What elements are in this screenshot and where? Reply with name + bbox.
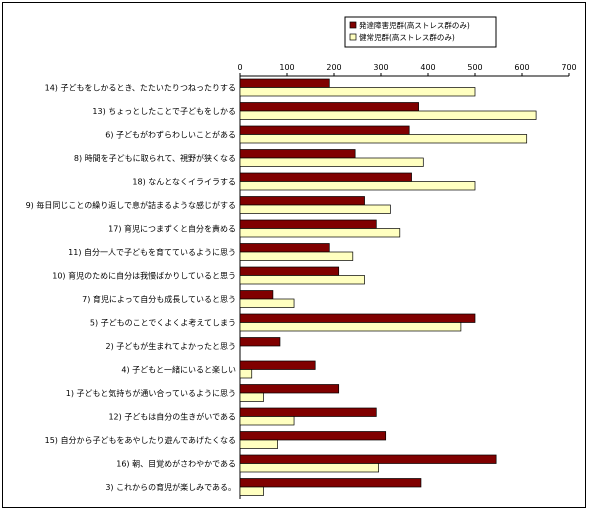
category-label-14: 1) 子どもと気持ちが通い合っているように思う [66, 388, 236, 398]
category-label-7: 17) 育児につまずくと自分を責める [108, 224, 236, 234]
category-label-15: 12) 子どもは自分の生きがいである [108, 412, 236, 422]
bars [239, 78, 537, 496]
bar-series-1-2 [239, 102, 419, 112]
category-label-17: 16) 朝、目覚めがさわやかである [116, 459, 236, 469]
bar-series-1-10 [239, 290, 274, 300]
category-label-18: 3) これからの育児が楽しみである。 [105, 482, 236, 492]
category-label-13: 4) 子どもと一緒にいると楽しい [121, 365, 236, 375]
legend-box [344, 16, 497, 48]
bar-series-2-6 [239, 204, 391, 214]
legend-label-2: 健常児群(高ストレス群のみ) [359, 32, 455, 42]
bar-series-1-6 [239, 196, 365, 206]
bar-series-2-1 [239, 87, 476, 97]
bar-series-1-18 [239, 478, 422, 488]
bar-series-1-8 [239, 243, 330, 253]
category-label-1: 14) 子どもをしかるとき、たたいたりつねったりする [45, 84, 236, 93]
legend-label-1: 発達障害児群(高ストレス群のみ) [359, 20, 470, 30]
bar-series-1-5 [239, 172, 412, 182]
category-label-11: 5) 子どものことでくよくよ考えてしまう [90, 319, 236, 328]
x-tick-label: 300 [373, 63, 388, 72]
bar-series-1-1 [239, 78, 330, 88]
category-label-8: 11) 自分一人で子どもを育てているように思う [68, 247, 236, 257]
legend-swatch-1 [349, 21, 357, 29]
bar-series-2-2 [239, 110, 537, 120]
category-label-5: 18) なんとなくイライラする [132, 178, 236, 187]
category-label-2: 13) ちょっとしたことで子どもをしかる [92, 107, 236, 116]
bar-series-2-13 [239, 369, 253, 379]
bar-series-2-9 [239, 275, 365, 285]
x-tick-label: 200 [326, 63, 341, 72]
x-tick-label: 100 [279, 63, 294, 72]
bar-series-1-7 [239, 219, 377, 229]
x-axis: 0 100 200 300 400 500 600 700 [237, 63, 577, 499]
category-label-9: 10) 育児のために自分は我慢ばかりしていると思う [52, 271, 236, 281]
bar-series-2-14 [239, 392, 264, 402]
category-label-16: 15) 自分から子どもをあやしたり遊んであげたくなる [45, 435, 236, 445]
bar-chart: 発達障害児群(高ストレス群のみ) 健常児群(高ストレス群のみ) 0 100 200 30… [26, 16, 577, 499]
x-tick-label: 700 [561, 63, 576, 72]
bar-series-2-5 [239, 181, 476, 191]
bar-series-2-18 [239, 486, 264, 496]
bar-series-1-14 [239, 384, 340, 394]
bar-series-2-4 [239, 157, 424, 167]
bar-series-1-15 [239, 407, 377, 417]
category-label-12: 2) 子どもが生まれてよかったと思う [105, 341, 236, 351]
category-label-6: 9) 毎日同じことの繰り返しで息が詰まるような感じがする [26, 200, 236, 210]
bar-series-2-3 [239, 134, 528, 144]
legend: 発達障害児群(高ストレス群のみ) 健常児群(高ストレス群のみ) [344, 16, 497, 48]
bar-series-1-3 [239, 125, 410, 135]
bar-series-2-8 [239, 251, 354, 261]
category-labels: 14) 子どもをしかるとき、たたいたりつねったりする 13) ちょっとしたことで子… [26, 84, 236, 493]
x-tick-label: 600 [514, 63, 529, 72]
bar-series-1-11 [239, 313, 476, 323]
x-tick-label: 500 [467, 63, 482, 72]
category-label-3: 6) 子どもがわずらわしいことがある [105, 130, 236, 140]
bar-series-1-4 [239, 149, 356, 159]
bar-series-1-12 [239, 337, 281, 347]
bar-series-2-16 [239, 439, 278, 449]
category-label-4: 8) 時間を子どもに取られて、視野が狭くなる [74, 153, 236, 163]
x-tick-label: 0 [237, 63, 242, 72]
x-tick-label: 400 [420, 63, 435, 72]
bar-series-1-16 [239, 431, 387, 441]
bar-series-2-10 [239, 298, 295, 308]
bar-series-2-17 [239, 463, 379, 473]
bar-series-1-9 [239, 266, 340, 276]
bar-series-1-17 [239, 454, 497, 464]
bar-series-2-7 [239, 228, 401, 238]
bar-series-2-15 [239, 416, 295, 426]
bar-series-1-13 [239, 360, 316, 370]
category-label-10: 7) 育児によって自分も成長していると思う [82, 294, 236, 304]
legend-swatch-2 [349, 33, 357, 41]
bar-series-2-11 [239, 322, 462, 332]
